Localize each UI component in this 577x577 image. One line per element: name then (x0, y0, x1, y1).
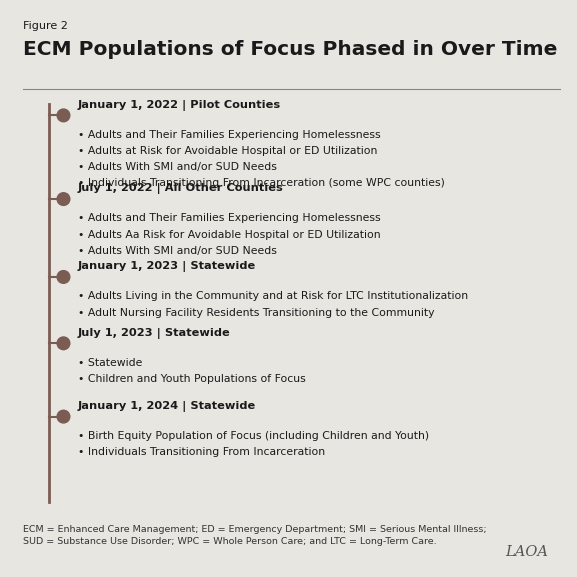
Text: • Adults and Their Families Experiencing Homelessness: • Adults and Their Families Experiencing… (78, 213, 380, 223)
Text: ECM Populations of Focus Phased in Over Time: ECM Populations of Focus Phased in Over … (23, 40, 557, 59)
Text: • Adult Nursing Facility Residents Transitioning to the Community: • Adult Nursing Facility Residents Trans… (78, 308, 434, 317)
Text: SUD = Substance Use Disorder; WPC = Whole Person Care; and LTC = Long-Term Care.: SUD = Substance Use Disorder; WPC = Whol… (23, 537, 437, 546)
Text: • Children and Youth Populations of Focus: • Children and Youth Populations of Focu… (78, 374, 306, 384)
Text: • Adults With SMI and/or SUD Needs: • Adults With SMI and/or SUD Needs (78, 246, 277, 256)
Text: • Adults Living in the Community and at Risk for LTC Institutionalization: • Adults Living in the Community and at … (78, 291, 468, 301)
Text: • Statewide: • Statewide (78, 358, 143, 368)
Text: July 1, 2022 | All Other Counties: July 1, 2022 | All Other Counties (78, 183, 284, 194)
Text: • Birth Equity Population of Focus (including Children and Youth): • Birth Equity Population of Focus (incl… (78, 431, 429, 441)
Text: January 1, 2024 | Statewide: January 1, 2024 | Statewide (78, 401, 256, 412)
Text: July 1, 2023 | Statewide: July 1, 2023 | Statewide (78, 328, 231, 339)
Text: ECM = Enhanced Care Management; ED = Emergency Department; SMI = Serious Mental : ECM = Enhanced Care Management; ED = Eme… (23, 525, 487, 534)
Text: January 1, 2023 | Statewide: January 1, 2023 | Statewide (78, 261, 256, 272)
Text: • Adults and Their Families Experiencing Homelessness: • Adults and Their Families Experiencing… (78, 130, 380, 140)
Text: • Individuals Transitioning From Incarceration: • Individuals Transitioning From Incarce… (78, 447, 325, 457)
Text: LAOA: LAOA (505, 545, 548, 559)
Text: • Individuals Transitioning From Incarceration (some WPC counties): • Individuals Transitioning From Incarce… (78, 178, 445, 188)
Text: Figure 2: Figure 2 (23, 21, 68, 31)
Text: • Adults Aa Risk for Avoidable Hospital or ED Utilization: • Adults Aa Risk for Avoidable Hospital … (78, 230, 380, 239)
Text: January 1, 2022 | Pilot Counties: January 1, 2022 | Pilot Counties (78, 100, 281, 111)
Text: • Adults With SMI and/or SUD Needs: • Adults With SMI and/or SUD Needs (78, 162, 277, 172)
Text: • Adults at Risk for Avoidable Hospital or ED Utilization: • Adults at Risk for Avoidable Hospital … (78, 146, 377, 156)
